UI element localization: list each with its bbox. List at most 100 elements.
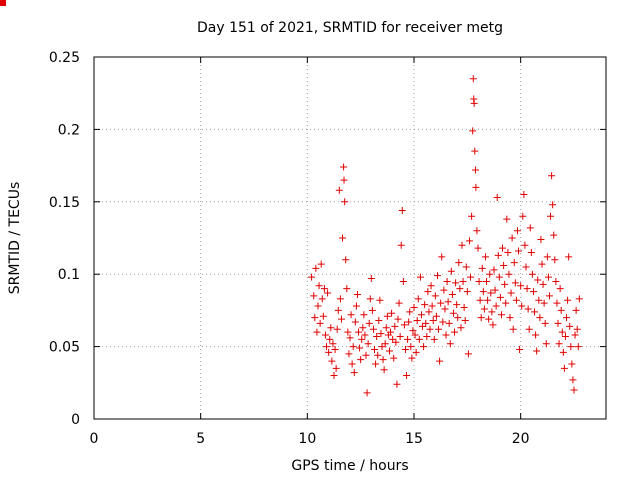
data-point: [363, 389, 371, 397]
data-point: [552, 277, 560, 285]
data-point: [364, 340, 372, 348]
data-point: [317, 260, 325, 268]
data-point: [446, 340, 454, 348]
data-point: [469, 75, 477, 83]
data-point: [420, 343, 428, 351]
data-point: [537, 235, 545, 243]
data-point: [397, 241, 405, 249]
data-point: [518, 302, 526, 310]
data-point: [513, 227, 521, 235]
data-point: [315, 282, 323, 290]
data-point: [381, 340, 389, 348]
data-point: [471, 147, 479, 155]
data-point: [308, 273, 316, 281]
data-point: [423, 332, 431, 340]
data-point: [479, 288, 487, 296]
data-point: [373, 332, 381, 340]
data-point: [459, 277, 467, 285]
data-point: [444, 298, 452, 306]
data-point: [408, 354, 416, 362]
data-point: [319, 312, 327, 320]
x-tick-label: 15: [405, 431, 423, 447]
data-point: [531, 308, 539, 316]
data-point: [575, 295, 583, 303]
data-point: [483, 277, 491, 285]
data-point: [500, 262, 508, 270]
data-point: [392, 338, 400, 346]
data-point: [569, 376, 577, 384]
data-point: [468, 212, 476, 220]
data-point: [465, 237, 473, 245]
data-point: [509, 325, 517, 333]
data-point: [318, 295, 326, 303]
data-point: [497, 311, 505, 319]
data-point: [342, 256, 350, 264]
data-point: [525, 325, 533, 333]
data-points: [0, 0, 583, 397]
data-point: [410, 304, 418, 312]
data-point: [419, 322, 427, 330]
data-point: [489, 321, 497, 329]
data-point: [492, 302, 500, 310]
data-point: [441, 305, 449, 313]
data-point: [573, 325, 581, 333]
data-point: [571, 331, 579, 339]
data-point: [554, 319, 562, 327]
data-point: [415, 335, 423, 343]
data-point: [544, 273, 552, 281]
data-point: [350, 369, 358, 377]
data-point: [469, 127, 477, 135]
data-point: [487, 289, 495, 297]
data-point: [476, 296, 484, 304]
data-point: [333, 325, 341, 333]
x-tick-label: 0: [90, 431, 99, 447]
data-point: [422, 319, 430, 327]
data-point: [369, 325, 377, 333]
data-point: [433, 272, 441, 280]
data-point: [385, 347, 393, 355]
data-point: [367, 275, 375, 283]
data-point: [334, 306, 342, 314]
data-point: [439, 318, 447, 326]
data-point: [519, 212, 527, 220]
data-point: [567, 343, 575, 351]
data-point: [427, 282, 435, 290]
data-point: [442, 331, 450, 339]
data-point: [340, 176, 348, 184]
data-point: [387, 328, 395, 336]
data-point: [486, 270, 494, 278]
data-point: [346, 334, 354, 342]
data-point: [432, 312, 440, 320]
data-point: [421, 301, 429, 309]
y-axis-label: SRMTID / TECUs: [7, 182, 23, 295]
data-point: [379, 356, 387, 364]
data-point: [345, 350, 353, 358]
data-point: [396, 332, 404, 340]
data-point: [428, 302, 436, 310]
data-point: [445, 319, 453, 327]
y-tick-label: 0: [71, 412, 80, 428]
data-point: [349, 343, 357, 351]
data-point: [462, 263, 470, 271]
x-axis-label: GPS time / hours: [291, 458, 408, 474]
data-point: [312, 264, 320, 272]
data-point: [558, 328, 566, 336]
data-point: [564, 296, 572, 304]
data-point: [390, 354, 398, 362]
data-point: [522, 263, 530, 271]
data-point: [447, 267, 455, 275]
data-point: [382, 324, 390, 332]
data-point: [355, 328, 363, 336]
data-point: [470, 99, 478, 107]
data-point: [485, 315, 493, 323]
data-point: [394, 315, 402, 323]
data-point: [533, 347, 541, 355]
data-point: [520, 191, 528, 199]
x-tick-label: 10: [298, 431, 316, 447]
data-point: [507, 289, 515, 297]
data-point: [557, 306, 565, 314]
data-point: [551, 256, 559, 264]
data-point: [377, 330, 385, 338]
data-point: [559, 348, 567, 356]
data-point: [409, 327, 417, 335]
